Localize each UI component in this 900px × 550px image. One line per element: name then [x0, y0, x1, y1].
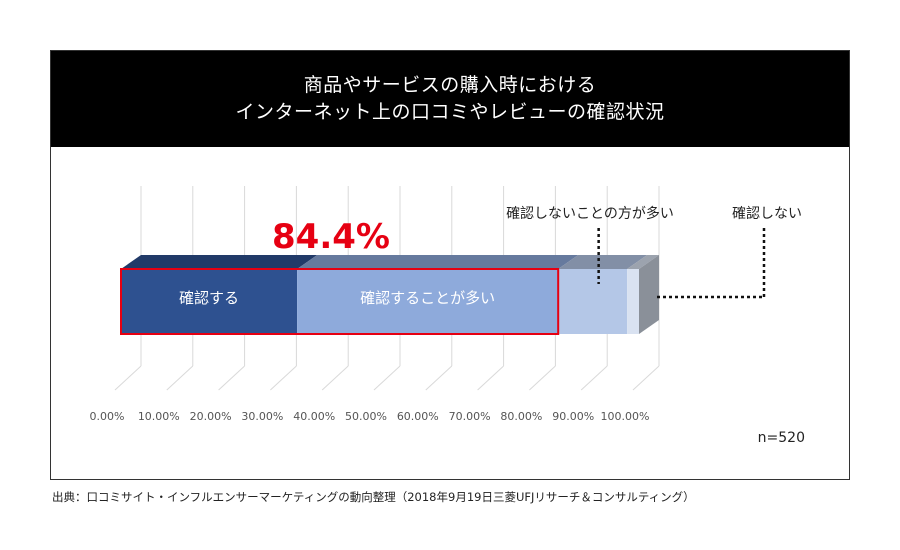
bar-segment	[121, 269, 298, 334]
gridline-floor	[529, 365, 556, 391]
gridline-floor	[218, 365, 245, 391]
x-tick-label: 60.00%	[397, 410, 439, 423]
bar-top-face	[627, 255, 659, 269]
gridline-floor	[166, 365, 194, 391]
chart-title-line-1: 商品やサービスの購入時における	[303, 74, 597, 96]
gridline-floor	[114, 365, 142, 391]
callout-label: 確認しないことの方が多い	[506, 205, 674, 222]
gridline-floor	[632, 365, 660, 391]
chart-title-line-2: インターネット上の口コミやレビューの確認状況	[235, 101, 665, 123]
gridline-floor	[425, 365, 453, 391]
x-tick-label: 20.00%	[190, 410, 232, 423]
bar-side-face	[639, 255, 659, 334]
x-tick-label: 100.00%	[601, 410, 650, 423]
callout-label: 確認しない	[732, 206, 802, 222]
gridline-floor	[270, 365, 297, 391]
chart-title-bar: 商品やサービスの購入時における インターネット上の口コミやレビューの確認状況	[51, 51, 849, 147]
x-tick-label: 40.00%	[293, 410, 335, 423]
segment-label: 確認する	[179, 289, 239, 307]
bar-top-face	[121, 255, 318, 269]
x-tick-label: 0.00%	[90, 410, 125, 423]
x-tick-label: 10.00%	[138, 410, 180, 423]
bar-top-face	[297, 255, 579, 269]
bar-segment	[627, 269, 639, 334]
highlight-value-label: 84.4%	[272, 217, 390, 257]
highlight-outline	[120, 268, 560, 335]
gridline-floor	[321, 365, 349, 391]
gridline-floor	[373, 365, 401, 391]
bar-segment	[297, 269, 559, 334]
sample-size-label: n=520	[758, 430, 805, 446]
bar-top-face	[558, 255, 648, 269]
bar-segment	[558, 269, 628, 334]
gridline-floor	[580, 365, 608, 391]
segment-label: 確認することが多い	[360, 289, 495, 307]
source-note: 出典：口コミサイト・インフルエンサーマーケティングの動向整理（2018年9月19…	[52, 490, 695, 504]
x-tick-label: 90.00%	[552, 410, 594, 423]
gridline-floor	[477, 365, 504, 391]
x-tick-label: 30.00%	[241, 410, 283, 423]
x-tick-label: 80.00%	[500, 410, 542, 423]
x-tick-label: 50.00%	[345, 410, 387, 423]
x-tick-label: 70.00%	[449, 410, 491, 423]
